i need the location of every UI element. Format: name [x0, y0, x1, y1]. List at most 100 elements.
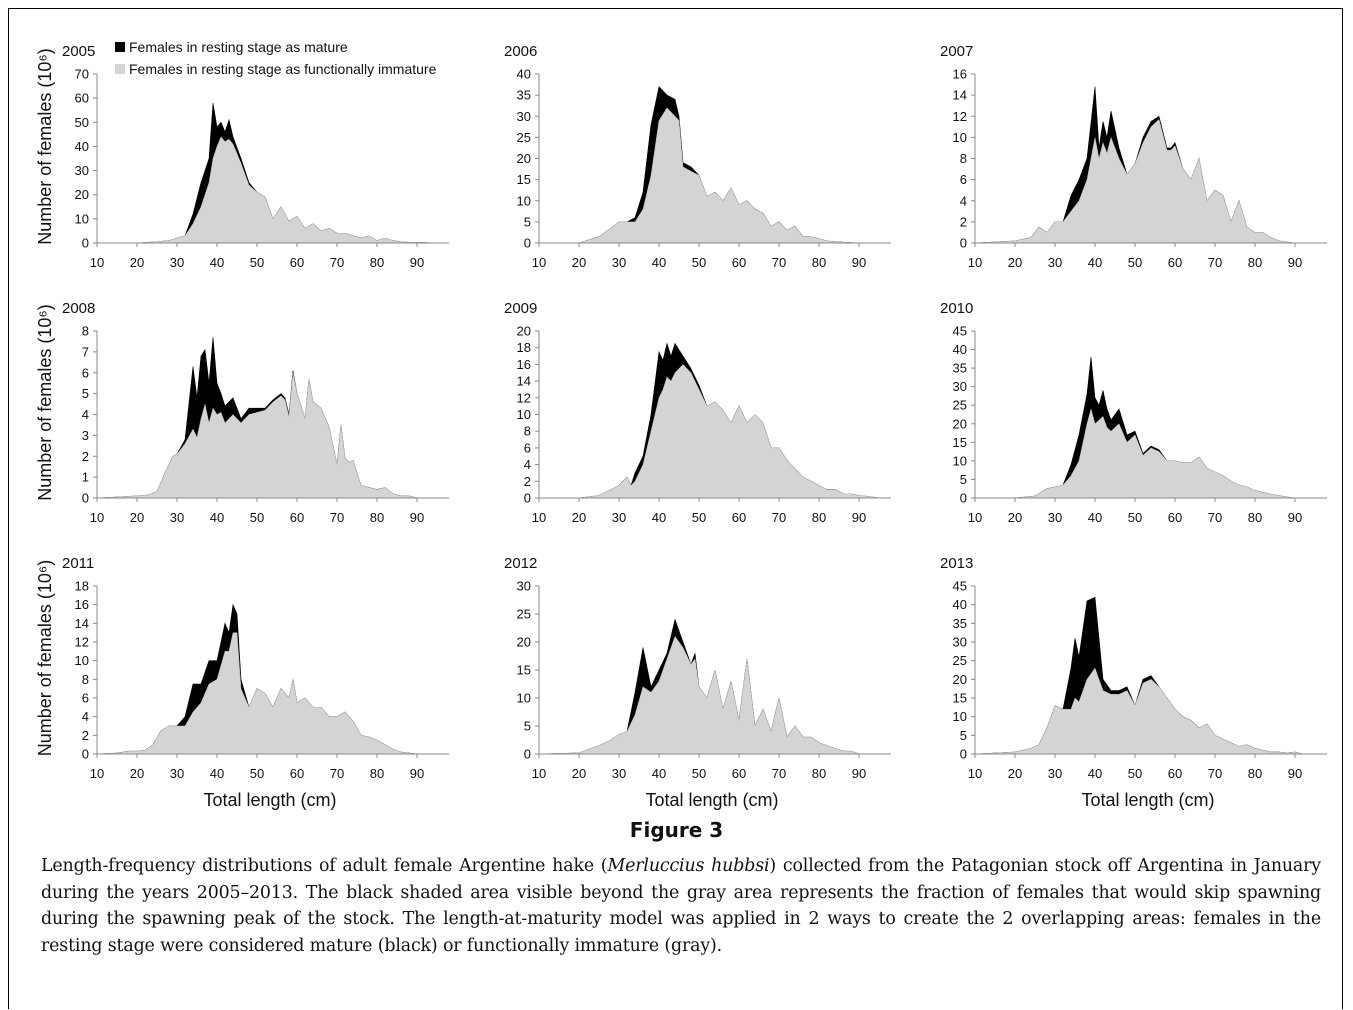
- y-tick-label: 6: [960, 172, 967, 187]
- y-tick-label: 16: [75, 597, 89, 612]
- x-tick-label: 20: [1008, 766, 1022, 781]
- x-tick-label: 20: [130, 255, 144, 270]
- y-tick-label: 12: [75, 635, 89, 650]
- area-immature-2011: [96, 632, 418, 755]
- y-tick-label: 5: [960, 728, 967, 743]
- area-immature-2009: [539, 364, 880, 499]
- panel-year-label: 2007: [940, 43, 973, 60]
- y-tick-label: 20: [517, 324, 531, 339]
- x-tick-label: 10: [90, 510, 104, 525]
- y-tick-label: 7: [82, 344, 89, 359]
- y-tick-label: 16: [517, 357, 531, 372]
- y-tick-label: 2: [82, 449, 89, 464]
- y-tick-label: 5: [524, 719, 531, 734]
- x-tick-label: 40: [210, 766, 224, 781]
- x-tick-label: 50: [1128, 766, 1142, 781]
- y-tick-label: 40: [517, 67, 531, 82]
- x-tick-label: 20: [130, 766, 144, 781]
- x-tick-label: 30: [612, 255, 626, 270]
- panel-2012: 0 5 10 15 20 25 30 10 20 30 40 50 60 70 80 90 2012: [504, 555, 891, 781]
- figure-title: Figure 3: [629, 818, 724, 842]
- y-tick-label: 4: [960, 193, 967, 208]
- y-tick-label: 20: [517, 151, 531, 166]
- y-tick-label: 14: [75, 616, 89, 631]
- panel-2013: 0 5 10 15 20 25 30 35 40 45 10 20 30 40 50 60 70 80 90 2013: [940, 555, 1327, 781]
- y-tick-label: 8: [960, 151, 967, 166]
- y-tick-label: 35: [517, 88, 531, 103]
- panel-year-label: 2006: [504, 43, 537, 60]
- x-tick-label: 50: [250, 255, 264, 270]
- caption-text-end: ) collected from the Patagonian stock of…: [41, 856, 1321, 956]
- area-immature-2013: [974, 667, 1304, 755]
- figure-frame: [8, 8, 1343, 1009]
- x-tick-label: 20: [572, 510, 586, 525]
- y-tick-label: 20: [953, 672, 967, 687]
- y-tick-label: 0: [524, 236, 531, 251]
- x-tick-label: 70: [1208, 766, 1222, 781]
- x-tick-label: 90: [410, 766, 424, 781]
- y-tick-label: 25: [517, 607, 531, 622]
- x-tick-label: 70: [772, 255, 786, 270]
- x-tick-label: 10: [532, 255, 546, 270]
- y-tick-label: 30: [953, 635, 967, 650]
- x-tick-label: 80: [1248, 766, 1262, 781]
- y-tick-label: 15: [953, 691, 967, 706]
- x-axis-title: Total length (cm): [203, 790, 336, 810]
- x-tick-label: 50: [692, 766, 706, 781]
- panel-year-label: 2010: [940, 300, 973, 317]
- y-axis-title: Number of females (10⁶): [35, 560, 55, 756]
- y-tick-label: 0: [82, 747, 89, 762]
- panel-year-label: 2005: [62, 43, 95, 60]
- x-tick-label: 40: [652, 766, 666, 781]
- x-tick-label: 80: [1248, 510, 1262, 525]
- panel-year-label: 2013: [940, 555, 973, 572]
- y-tick-label: 25: [953, 653, 967, 668]
- x-tick-label: 40: [1088, 510, 1102, 525]
- x-tick-label: 70: [330, 766, 344, 781]
- x-tick-label: 80: [1248, 255, 1262, 270]
- y-tick-label: 40: [953, 597, 967, 612]
- y-tick-label: 10: [517, 691, 531, 706]
- y-tick-label: 45: [953, 324, 967, 339]
- panel-year-label: 2008: [62, 300, 95, 317]
- x-tick-label: 50: [250, 510, 264, 525]
- x-tick-label: 50: [692, 255, 706, 270]
- y-tick-label: 30: [953, 379, 967, 394]
- x-tick-label: 60: [290, 766, 304, 781]
- x-tick-label: 70: [330, 510, 344, 525]
- x-tick-label: 20: [1008, 255, 1022, 270]
- x-tick-label: 70: [772, 766, 786, 781]
- y-tick-label: 14: [953, 88, 967, 103]
- x-tick-label: 60: [1168, 510, 1182, 525]
- x-tick-label: 40: [652, 255, 666, 270]
- y-tick-label: 0: [960, 236, 967, 251]
- x-tick-label: 10: [532, 766, 546, 781]
- figure-caption: Length-frequency distributions of adult …: [41, 853, 1321, 959]
- x-tick-label: 80: [370, 255, 384, 270]
- x-tick-label: 10: [90, 766, 104, 781]
- y-tick-label: 30: [517, 109, 531, 124]
- y-tick-label: 2: [524, 474, 531, 489]
- x-tick-label: 20: [572, 255, 586, 270]
- y-tick-label: 5: [960, 472, 967, 487]
- y-axis-title: Number of females (10⁶): [35, 304, 55, 500]
- x-tick-label: 20: [130, 510, 144, 525]
- x-tick-label: 60: [290, 510, 304, 525]
- y-tick-label: 15: [953, 435, 967, 450]
- y-tick-label: 60: [75, 91, 89, 106]
- y-tick-label: 50: [75, 115, 89, 130]
- y-tick-label: 10: [953, 709, 967, 724]
- x-tick-label: 60: [1168, 255, 1182, 270]
- y-tick-label: 15: [517, 172, 531, 187]
- area-immature-2005: [97, 136, 438, 244]
- x-tick-label: 40: [1088, 255, 1102, 270]
- y-tick-label: 5: [82, 386, 89, 401]
- x-tick-label: 60: [1168, 766, 1182, 781]
- y-tick-label: 6: [82, 365, 89, 380]
- x-axis-title: Total length (cm): [1081, 790, 1214, 810]
- y-tick-label: 1: [82, 470, 89, 485]
- x-tick-label: 90: [852, 510, 866, 525]
- area-immature-2006: [539, 107, 860, 244]
- area-immature-2010: [975, 407, 1296, 499]
